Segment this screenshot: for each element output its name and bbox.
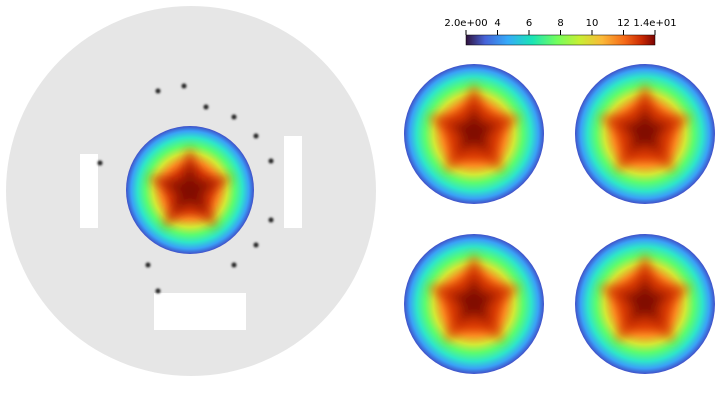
right-slot	[284, 136, 302, 228]
field-panel-1	[404, 64, 544, 204]
colorbar-tick-label: 6	[526, 18, 532, 29]
small-field-panels	[404, 64, 715, 374]
colorbar-tick-label: 8	[557, 18, 563, 29]
star-core	[622, 278, 668, 322]
sensor-dot	[253, 133, 259, 139]
colorbar: 2.0e+00 4 6 8 10 12 1.4e+01	[444, 18, 677, 46]
star-core	[451, 108, 497, 152]
star-core	[163, 162, 217, 213]
colorbar-ticks	[465, 30, 656, 35]
sensor-dot	[268, 217, 274, 223]
star-core	[451, 278, 497, 322]
sensor-dot	[145, 262, 151, 268]
field-panel-2	[575, 64, 715, 204]
sensor-dot	[97, 160, 103, 166]
colorbar-tick-label: 2.0e+00	[444, 18, 487, 29]
left-slot	[80, 154, 98, 228]
sensor-dots	[97, 83, 274, 294]
sensor-dot	[231, 114, 237, 120]
main-field-circle	[126, 126, 254, 254]
colorbar-tick-label: 12	[617, 18, 630, 29]
colorbar-tick-label: 1.4e+01	[633, 18, 676, 29]
sensor-dot	[155, 88, 161, 94]
field-panel-4	[575, 234, 715, 374]
sensor-dot	[155, 288, 161, 294]
colorbar-gradient	[465, 34, 656, 46]
sensor-dot	[231, 262, 237, 268]
colorbar-tick-label: 10	[586, 18, 599, 29]
field-panel-3	[404, 234, 544, 374]
sensor-dot	[253, 242, 259, 248]
main-domain-panel	[6, 6, 376, 376]
sensor-dot	[268, 158, 274, 164]
bottom-slot	[154, 293, 246, 330]
sensor-dot	[181, 83, 187, 89]
colorbar-tick-label: 4	[494, 18, 500, 29]
star-core	[622, 108, 668, 152]
sensor-dot	[203, 104, 209, 110]
